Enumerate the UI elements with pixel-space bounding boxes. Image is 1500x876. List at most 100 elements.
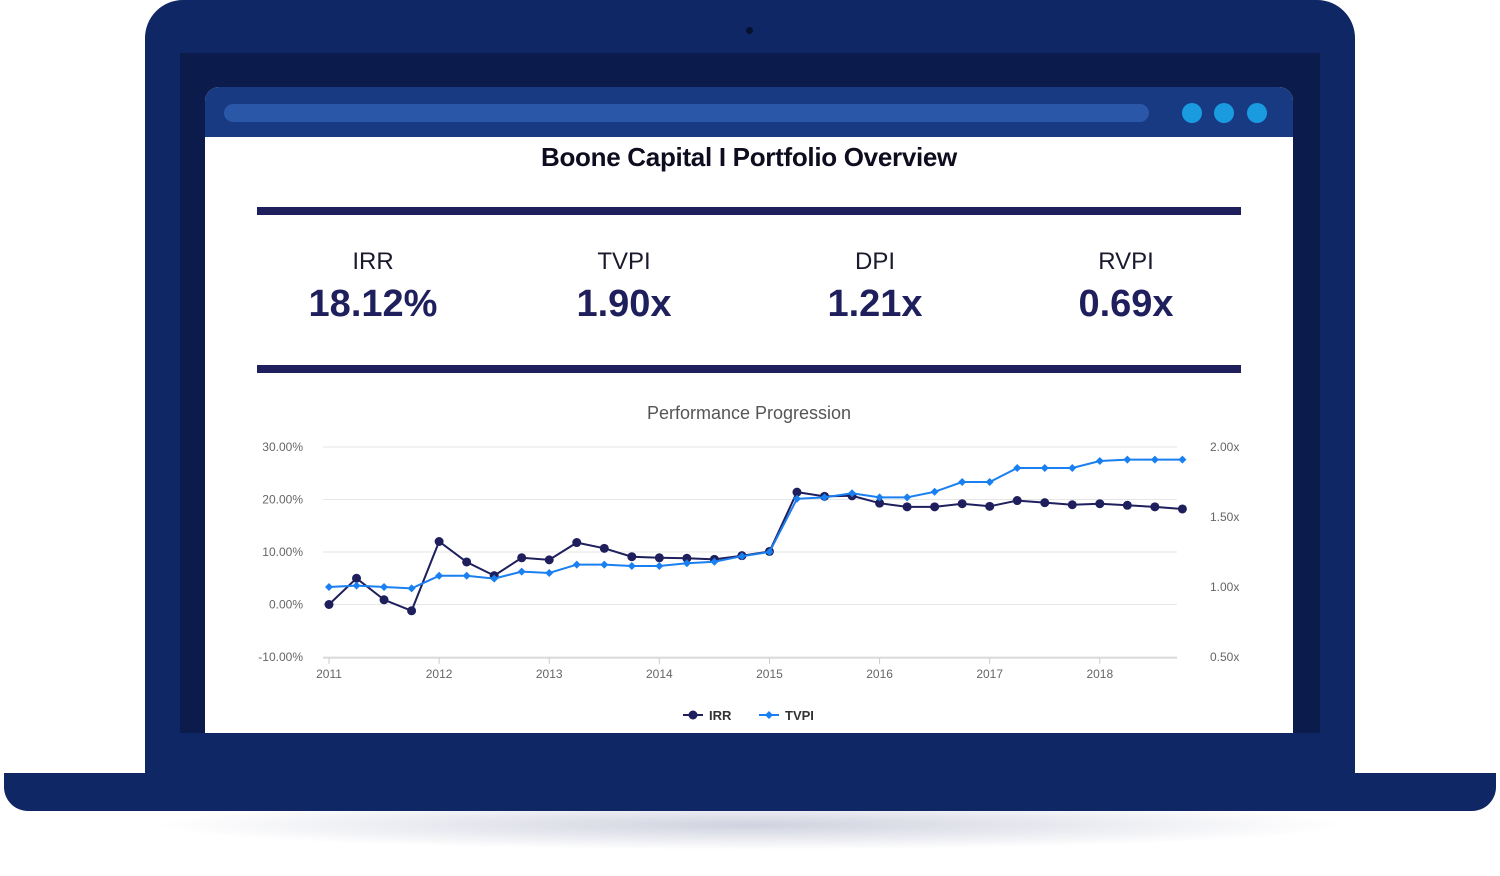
y-right-tick-label: 2.00x bbox=[1210, 440, 1239, 454]
laptop-base bbox=[4, 773, 1496, 811]
irr-data-point bbox=[462, 557, 472, 567]
tvpi-data-point bbox=[600, 560, 609, 569]
tvpi-data-point bbox=[572, 560, 581, 569]
window-dot-2-icon[interactable] bbox=[1214, 103, 1234, 123]
browser-window: Boone Capital I Portfolio Overview IRR 1… bbox=[205, 87, 1293, 733]
tvpi-data-point bbox=[737, 552, 746, 561]
legend-label: TVPI bbox=[785, 708, 814, 723]
tvpi-data-point bbox=[1150, 455, 1159, 464]
x-tick-label: 2016 bbox=[866, 667, 893, 681]
y-left-tick-label: 0.00% bbox=[269, 598, 303, 612]
irr-data-point bbox=[1122, 500, 1132, 510]
irr-data-point bbox=[902, 502, 912, 512]
y-left-tick-label: 30.00% bbox=[262, 440, 303, 454]
y-right-tick-label: 0.50x bbox=[1210, 650, 1239, 664]
top-divider bbox=[257, 207, 1241, 215]
irr-data-point bbox=[875, 498, 885, 508]
tvpi-data-point bbox=[1178, 455, 1187, 464]
metric-label: IRR bbox=[352, 248, 394, 275]
window-dot-1-icon[interactable] bbox=[1182, 103, 1202, 123]
tvpi-data-point bbox=[462, 571, 471, 580]
window-dot-3-icon[interactable] bbox=[1247, 103, 1267, 123]
tvpi-data-point bbox=[930, 487, 939, 496]
irr-data-point bbox=[1095, 499, 1105, 509]
tvpi-series-line bbox=[328, 458, 1183, 590]
irr-data-point bbox=[627, 552, 637, 562]
x-tick-label: 2011 bbox=[316, 667, 342, 681]
tvpi-data-point bbox=[1040, 464, 1049, 472]
tvpi-data-point bbox=[985, 478, 994, 486]
irr-data-point bbox=[985, 501, 995, 511]
performance-chart: 30.00% 20.00% 10.00% 0.00% -10.00% 2.00x 1.50x… bbox=[258, 440, 1239, 723]
legend-marker-icon bbox=[765, 711, 773, 719]
irr-data-point bbox=[1177, 504, 1187, 514]
tvpi-data-point bbox=[958, 478, 967, 486]
tvpi-data-point bbox=[765, 548, 774, 556]
irr-data-point bbox=[1012, 496, 1022, 506]
tvpi-data-point bbox=[710, 557, 719, 566]
metric-irr: IRR 18.12% bbox=[253, 247, 493, 327]
irr-data-point bbox=[1150, 502, 1160, 512]
metric-label: DPI bbox=[854, 248, 895, 275]
irr-data-point bbox=[407, 606, 417, 616]
y-left-tick-label: -10.00% bbox=[258, 650, 303, 664]
metric-dpi: DPI 1.21x bbox=[755, 247, 995, 327]
tvpi-data-point bbox=[352, 581, 361, 590]
metric-value: 1.90x bbox=[576, 283, 672, 325]
address-bar[interactable] bbox=[224, 104, 1149, 122]
tvpi-data-point bbox=[545, 569, 554, 577]
tvpi-data-point bbox=[792, 494, 801, 503]
x-tick-label: 2014 bbox=[646, 667, 673, 681]
tvpi-data-point bbox=[517, 567, 526, 576]
tvpi-data-point bbox=[1123, 455, 1132, 464]
y-left-tick-label: 10.00% bbox=[262, 545, 303, 559]
irr-data-point bbox=[654, 553, 664, 563]
tvpi-data-point bbox=[655, 562, 664, 570]
chart-title: Performance Progression bbox=[646, 403, 852, 423]
x-tick-label: 2013 bbox=[536, 667, 563, 681]
irr-data-point bbox=[957, 499, 967, 509]
legend-label: IRR bbox=[709, 708, 732, 723]
irr-data-point bbox=[517, 553, 527, 563]
y-right-tick-label: 1.50x bbox=[1210, 510, 1239, 524]
irr-data-point bbox=[352, 573, 362, 583]
tvpi-data-point bbox=[380, 583, 389, 591]
x-tick-label: 2012 bbox=[426, 667, 453, 681]
page-title: Boone Capital I Portfolio Overview bbox=[541, 142, 957, 172]
metric-value: 0.69x bbox=[1078, 283, 1174, 325]
irr-data-point bbox=[572, 538, 582, 548]
tvpi-data-point bbox=[490, 574, 499, 583]
irr-data-point bbox=[544, 555, 554, 565]
tvpi-data-point bbox=[1068, 464, 1077, 472]
irr-data-point bbox=[930, 502, 940, 512]
irr-data-point bbox=[599, 543, 609, 553]
x-tick-label: 2018 bbox=[1086, 667, 1113, 681]
x-tick-label: 2015 bbox=[756, 667, 783, 681]
tvpi-data-point bbox=[1095, 457, 1104, 465]
irr-data-point bbox=[1040, 498, 1050, 508]
metric-label: RVPI bbox=[1098, 248, 1154, 275]
irr-series-line bbox=[328, 490, 1183, 613]
metric-rvpi: RVPI 0.69x bbox=[1006, 247, 1246, 327]
tvpi-data-point bbox=[820, 493, 829, 502]
tvpi-data-point bbox=[903, 493, 912, 502]
tvpi-data-point bbox=[407, 584, 416, 593]
irr-data-point bbox=[682, 553, 692, 563]
tvpi-data-point bbox=[682, 559, 691, 568]
irr-data-point bbox=[434, 537, 444, 546]
metric-value: 1.21x bbox=[827, 283, 923, 325]
tvpi-data-point bbox=[325, 583, 333, 591]
tvpi-data-point bbox=[1013, 464, 1022, 472]
bottom-divider bbox=[257, 365, 1241, 373]
page-content: Boone Capital I Portfolio Overview IRR 1… bbox=[205, 137, 1293, 733]
tvpi-data-point bbox=[875, 493, 884, 502]
metric-tvpi: TVPI 1.90x bbox=[504, 247, 744, 327]
metric-value: 18.12% bbox=[308, 283, 438, 325]
tvpi-data-point bbox=[627, 562, 636, 570]
legend-marker-icon bbox=[688, 710, 698, 720]
irr-data-point bbox=[1067, 500, 1077, 510]
tvpi-data-point bbox=[435, 571, 444, 580]
irr-data-point bbox=[324, 600, 334, 609]
irr-data-point bbox=[792, 487, 802, 497]
metric-label: TVPI bbox=[597, 248, 651, 275]
